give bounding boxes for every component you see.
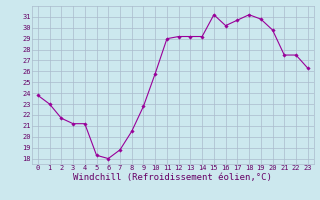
X-axis label: Windchill (Refroidissement éolien,°C): Windchill (Refroidissement éolien,°C): [73, 173, 272, 182]
